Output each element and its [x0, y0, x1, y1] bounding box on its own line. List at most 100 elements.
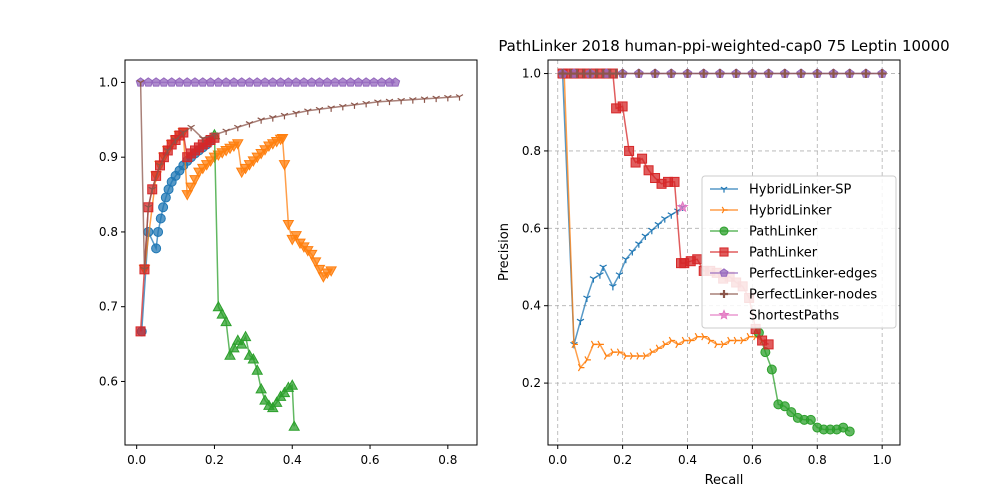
- data-point-1-5-15: [715, 69, 725, 79]
- data-point-1-0-2: [576, 318, 585, 326]
- data-point-1-0-14: [654, 221, 663, 229]
- data-point-1-3-33: [763, 339, 774, 350]
- data-point-0-5-7: [179, 129, 188, 137]
- data-point-0-5-10: [210, 132, 219, 139]
- data-point-0-5-5: [164, 147, 172, 155]
- data-point-0-2-7: [235, 338, 248, 349]
- data-point-1-1-21: [701, 332, 708, 341]
- data-point-0-1-10: [185, 182, 197, 194]
- legend-entry-6: ShortestPaths: [710, 309, 839, 324]
- legend-marker-3: [719, 247, 729, 257]
- data-point-0-1-9: [181, 190, 194, 201]
- data-point-1-1-5: [597, 340, 604, 349]
- series-0-5: [136, 79, 464, 274]
- data-point-1-0-15: [661, 216, 669, 223]
- data-point-1-1-24: [720, 340, 728, 349]
- data-point-1-1-3: [584, 356, 591, 364]
- right-axes-frame: [547, 59, 901, 446]
- legend-label-5: PerfectLinker-nodes: [749, 288, 877, 303]
- x-tick-label-1-5: 1.0: [873, 453, 892, 467]
- data-point-0-3-0: [135, 326, 146, 337]
- legend-marker-2: [719, 226, 729, 236]
- data-point-1-6-0: [676, 200, 689, 213]
- data-point-0-5-25: [385, 98, 394, 106]
- data-point-1-1-4: [590, 340, 598, 349]
- data-point-1-1-12: [642, 352, 650, 360]
- y-tick-label-0-2: 0.8: [99, 225, 118, 239]
- data-point-1-1-2: [577, 363, 585, 372]
- data-point-0-1-42: [305, 249, 318, 261]
- legend-label-3: PathLinker: [749, 246, 818, 261]
- data-point-0-0-2: [151, 243, 162, 254]
- data-point-0-5-15: [269, 115, 277, 122]
- data-point-1-0-11: [635, 241, 643, 248]
- data-point-1-5-19: [780, 69, 790, 79]
- series-line-0-5: [139, 82, 460, 270]
- data-point-0-5-29: [432, 95, 440, 103]
- data-point-0-5-31: [455, 94, 464, 101]
- legend-label-1: HybridLinker: [749, 204, 832, 219]
- y-tick-label-0-0: 0.6: [99, 374, 118, 388]
- legend-marker-1: [721, 206, 728, 214]
- data-point-1-0-13: [648, 227, 656, 235]
- legend-label-6: ShortestPaths: [749, 309, 839, 324]
- data-point-0-5-18: [304, 108, 312, 115]
- legend-entry-1: HybridLinker: [710, 204, 832, 219]
- data-point-0-5-11: [222, 128, 230, 136]
- data-point-1-5-25: [877, 69, 887, 79]
- data-point-1-5-20: [796, 69, 806, 79]
- data-point-1-3-15: [650, 173, 661, 184]
- data-point-0-5-9: [199, 135, 207, 143]
- data-point-0-1-43: [309, 257, 322, 268]
- data-point-1-5-23: [845, 69, 855, 79]
- series-1-2: [753, 327, 855, 437]
- data-point-0-5-13: [245, 121, 254, 128]
- x-tick-label-0-4: 0.8: [438, 453, 457, 467]
- data-point-1-5-21: [812, 69, 822, 79]
- data-point-1-0-5: [596, 272, 604, 279]
- data-point-0-2-2: [216, 308, 229, 319]
- data-point-0-4-33: [390, 77, 401, 87]
- series-1-5: [558, 69, 887, 79]
- data-point-1-5-16: [731, 69, 741, 79]
- legend-entry-5: PerfectLinker-nodes: [710, 288, 877, 303]
- data-point-0-5-6: [171, 137, 180, 144]
- data-point-0-5-17: [292, 110, 300, 118]
- data-point-1-1-8: [616, 348, 624, 356]
- legend-entry-0: HybridLinker-SP: [710, 183, 852, 198]
- data-point-0-2-11: [251, 364, 264, 375]
- data-point-0-5-24: [374, 99, 382, 106]
- x-tick-label-1-1: 0.2: [613, 453, 632, 467]
- data-point-0-2-1: [212, 300, 225, 312]
- x-tick-label-0-3: 0.6: [360, 453, 379, 467]
- legend-entry-3: PathLinker: [710, 246, 818, 261]
- data-point-0-1-35: [278, 160, 291, 171]
- data-point-0-5-4: [156, 162, 164, 170]
- right-chart-title: PathLinker 2018 human-ppi-weighted-cap0 …: [498, 37, 949, 55]
- data-point-1-5-14: [699, 69, 709, 79]
- y-tick-label-1-4: 1.0: [522, 67, 541, 81]
- data-point-1-1-23: [714, 340, 721, 349]
- y-tick-label-1-3: 0.8: [522, 144, 541, 158]
- data-point-1-1-11: [636, 352, 643, 360]
- data-point-0-5-0: [136, 79, 145, 87]
- legend-marker-0: [720, 186, 728, 193]
- data-point-1-2-14: [844, 426, 855, 437]
- data-point-1-5-17: [747, 69, 757, 79]
- data-point-1-1-18: [681, 336, 689, 345]
- data-point-1-1-7: [610, 348, 617, 356]
- data-point-1-3-22: [692, 254, 703, 265]
- left-series-group: [135, 77, 464, 431]
- x-tick-label-1-3: 0.6: [743, 453, 762, 467]
- data-point-1-1-28: [746, 332, 754, 341]
- data-point-0-5-30: [444, 94, 452, 102]
- x-tick-label-0-0: 0.0: [127, 453, 146, 467]
- legend: HybridLinker-SP HybridLinker PathLinker Pat…: [701, 175, 897, 329]
- legend-marker-5: [719, 289, 729, 299]
- data-point-0-5-1: [140, 266, 149, 274]
- data-point-1-2-8: [805, 414, 816, 425]
- data-point-0-2-15: [266, 401, 279, 413]
- data-point-1-1-1: [571, 340, 578, 349]
